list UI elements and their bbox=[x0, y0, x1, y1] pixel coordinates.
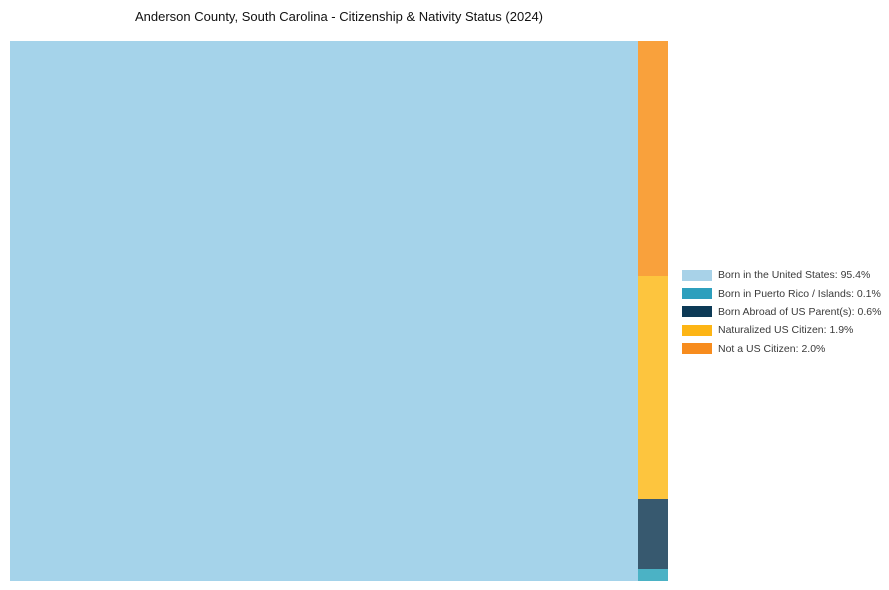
treemap-plot bbox=[10, 41, 668, 581]
treemap-segment-born-abroad-of-us-parent-s bbox=[637, 498, 668, 570]
legend-label-born-in-the-united-states: Born in the United States: 95.4% bbox=[718, 269, 871, 282]
treemap-segment-naturalized-us-citizen bbox=[637, 275, 668, 499]
legend-swatch-naturalized-us-citizen bbox=[682, 324, 712, 336]
legend-item-not-a-us-citizen: Not a US Citizen: 2.0% bbox=[682, 340, 881, 358]
legend-swatch-born-in-the-united-states bbox=[682, 269, 712, 281]
legend-label-born-in-puerto-rico-islands: Born in Puerto Rico / Islands: 0.1% bbox=[718, 287, 881, 300]
legend-item-born-abroad-of-us-parent-s: Born Abroad of US Parent(s): 0.6% bbox=[682, 303, 881, 321]
legend-swatch-born-in-puerto-rico-islands bbox=[682, 288, 712, 300]
treemap-segment-not-a-us-citizen bbox=[637, 41, 668, 276]
legend-label-not-a-us-citizen: Not a US Citizen: 2.0% bbox=[718, 342, 826, 355]
treemap-segment-born-in-the-united-states bbox=[10, 41, 638, 581]
legend-item-born-in-the-united-states: Born in the United States: 95.4% bbox=[682, 266, 881, 284]
chart-title: Anderson County, South Carolina - Citize… bbox=[134, 9, 543, 24]
legend-item-naturalized-us-citizen: Naturalized US Citizen: 1.9% bbox=[682, 321, 881, 339]
legend-swatch-not-a-us-citizen bbox=[682, 343, 712, 355]
legend: Born in the United States: 95.4% Born in … bbox=[682, 266, 881, 358]
legend-label-naturalized-us-citizen: Naturalized US Citizen: 1.9% bbox=[718, 324, 854, 337]
legend-swatch-born-abroad-of-us-parent-s bbox=[682, 306, 712, 318]
treemap-segment-born-in-puerto-rico-islands bbox=[637, 569, 668, 581]
legend-label-born-abroad-of-us-parent-s: Born Abroad of US Parent(s): 0.6% bbox=[718, 305, 882, 318]
legend-item-born-in-puerto-rico-islands: Born in Puerto Rico / Islands: 0.1% bbox=[682, 284, 881, 302]
